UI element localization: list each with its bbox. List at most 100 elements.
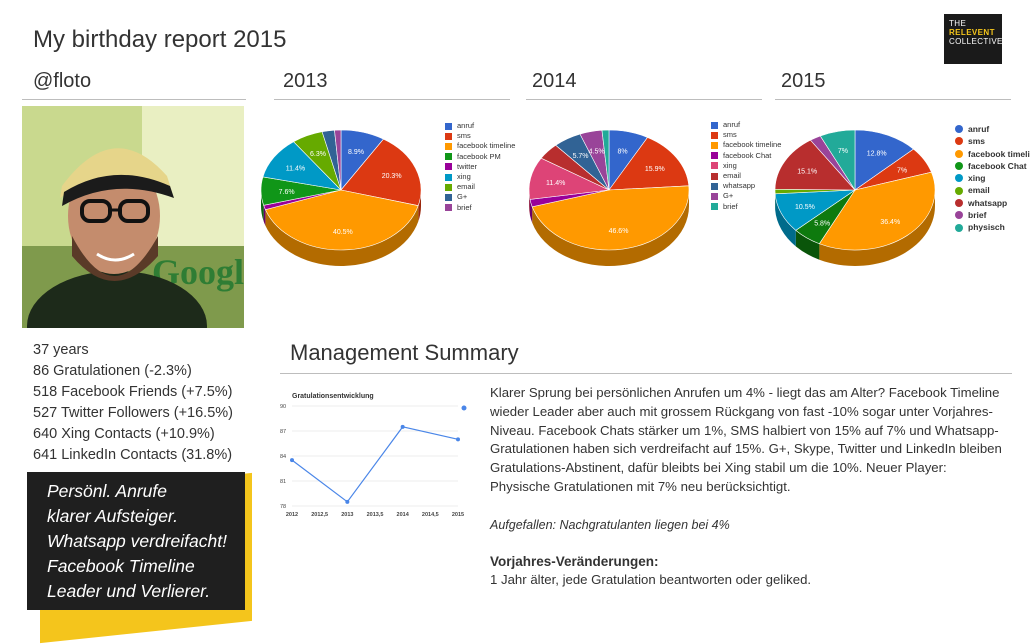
- profile-divider: [22, 99, 246, 100]
- stat-facebook: 518 Facebook Friends (+7.5%): [33, 384, 233, 400]
- pie-label: 8%: [617, 148, 627, 155]
- year-2015-heading: 2015: [781, 70, 826, 92]
- relevent-collective-logo: THE RELEVENT COLLECTIVE: [944, 14, 1010, 78]
- pie-label: 7%: [838, 148, 848, 155]
- pie-slice-brief: [601, 129, 610, 191]
- legend-item: physisch: [955, 221, 1030, 233]
- pie-label: 7%: [897, 168, 907, 175]
- legend-label: email: [968, 185, 990, 196]
- pie-slice-side: [529, 199, 533, 223]
- pie-slice-side: [265, 205, 419, 267]
- pie-slice-brief: [334, 129, 342, 191]
- legend-item: brief: [711, 202, 781, 212]
- data-point: [456, 437, 460, 442]
- legend-label: anruf: [968, 124, 990, 134]
- legend-item: sms: [445, 131, 515, 141]
- legend-swatch: [445, 163, 452, 171]
- legend-item: xing: [445, 172, 515, 182]
- profile-stats: 37 years 86 Gratulationen (-2.3%) 518 Fa…: [33, 340, 233, 466]
- legend-item: twitter: [445, 162, 515, 172]
- legend-swatch: [955, 174, 963, 183]
- profile-handle: @floto: [33, 70, 92, 92]
- legend-item: facebook timeline: [955, 148, 1030, 160]
- year-2014-divider: [526, 99, 762, 100]
- data-point: [345, 499, 350, 504]
- legend-swatch: [711, 162, 718, 170]
- legend-swatch: [711, 193, 718, 201]
- legend-item: facebook timeline: [445, 141, 515, 151]
- legend-swatch: [711, 203, 718, 211]
- pie-label: 46.6%: [609, 228, 629, 235]
- x-tick-label: 2013,5: [367, 512, 384, 518]
- legend-swatch: [445, 194, 452, 202]
- legend-swatch: [711, 131, 718, 139]
- pie-slice-side: [795, 230, 820, 260]
- year-2014-heading: 2014: [532, 70, 577, 92]
- legend-swatch: [445, 183, 452, 191]
- summary-heading: Management Summary: [290, 340, 519, 365]
- legend-swatch: [955, 125, 963, 134]
- stat-linkedin: 641 LinkedIn Contacts (31.8%): [33, 447, 233, 463]
- pie-chart-2013: 8.9% 20.3% 40.5% 7.6% 11.4% 6.3%: [260, 129, 422, 267]
- legend-item: email: [445, 182, 515, 192]
- pie-chart-2015: 12.8% 7% 36.4% 5.8% 10.5% 15.1% 7%: [774, 129, 936, 266]
- legend-label: whatsapp: [723, 181, 756, 191]
- legend-item: email: [711, 171, 781, 181]
- profile-photo: Google: [22, 106, 244, 328]
- legend-item: sms: [711, 130, 781, 140]
- summary-divider: [280, 373, 1012, 374]
- pie-label: 4.5%: [589, 148, 605, 155]
- changes-text: 1 Jahr älter, jede Gratulation beantwort…: [490, 572, 812, 588]
- legend-swatch: [445, 132, 452, 140]
- legend-swatch: [445, 122, 452, 130]
- legend-swatch: [955, 198, 963, 207]
- legend-label: G+: [723, 191, 734, 201]
- legend-swatch: [955, 211, 963, 220]
- year-2013-divider: [274, 99, 510, 100]
- legend-swatch: [445, 173, 452, 181]
- pie-label: 15.9%: [645, 166, 665, 173]
- insight-quote: Persönl. Anrufe klarer Aufsteiger. Whats…: [27, 472, 245, 610]
- y-tick-label: 87: [280, 429, 286, 435]
- legend-label: facebook Chat: [723, 150, 772, 160]
- legend-label: sms: [968, 136, 986, 147]
- legend-label: xing: [723, 160, 737, 170]
- summary-note: Aufgefallen: Nachgratulanten liegen bei …: [490, 517, 730, 532]
- pie-slice-side: [263, 205, 266, 226]
- legend-label: facebook Chat: [968, 160, 1027, 171]
- legend-label: anruf: [457, 121, 475, 130]
- pie-label: 20.3%: [382, 173, 402, 180]
- legend-item: whatsapp: [711, 181, 781, 191]
- y-tick-label: 81: [280, 479, 286, 485]
- legend-item: G+: [445, 192, 515, 202]
- pie-chart-2014: 8% 15.9% 46.6% 11.4% 5.7%4.5%: [528, 129, 690, 266]
- legend-item: email: [955, 184, 1030, 196]
- pie-slice-sms: [340, 138, 422, 206]
- pie-slice-anruf: [854, 129, 915, 191]
- legend-label: facebook timeline: [968, 148, 1030, 159]
- x-tick-label: 2012: [286, 512, 298, 518]
- summary-text: Klarer Sprung bei persönlichen Anrufen u…: [490, 384, 1010, 590]
- pie-slice-facebook-timeline: [264, 189, 419, 251]
- legend-swatch: [955, 186, 963, 195]
- legend-2014: anruf sms facebook timeline facebook Chat xi…: [711, 120, 781, 212]
- pie-label: 6.3%: [310, 151, 326, 158]
- legend-label: brief: [457, 202, 472, 212]
- legend-label: anruf: [723, 120, 741, 129]
- pie-slice-physisch: [819, 129, 856, 192]
- legend-label: email: [457, 182, 475, 192]
- x-tick-label: 2013: [341, 512, 353, 518]
- pie-label: 11.4%: [286, 166, 305, 173]
- pie-label: 5.7%: [573, 153, 589, 160]
- x-tick-label: 2014,5: [422, 512, 439, 518]
- legend-item: brief: [445, 203, 515, 213]
- stat-twitter: 527 Twitter Followers (+16.5%): [33, 405, 233, 421]
- legend-item: brief: [955, 209, 1030, 221]
- pie-label: 8.9%: [348, 149, 364, 156]
- line-chart-title: Gratulationsentwicklung: [292, 393, 374, 400]
- pie-label: 15.1%: [797, 169, 817, 176]
- legend-item: xing: [711, 161, 781, 171]
- legend-item: G+: [711, 191, 781, 201]
- year-2013-heading: 2013: [283, 70, 328, 92]
